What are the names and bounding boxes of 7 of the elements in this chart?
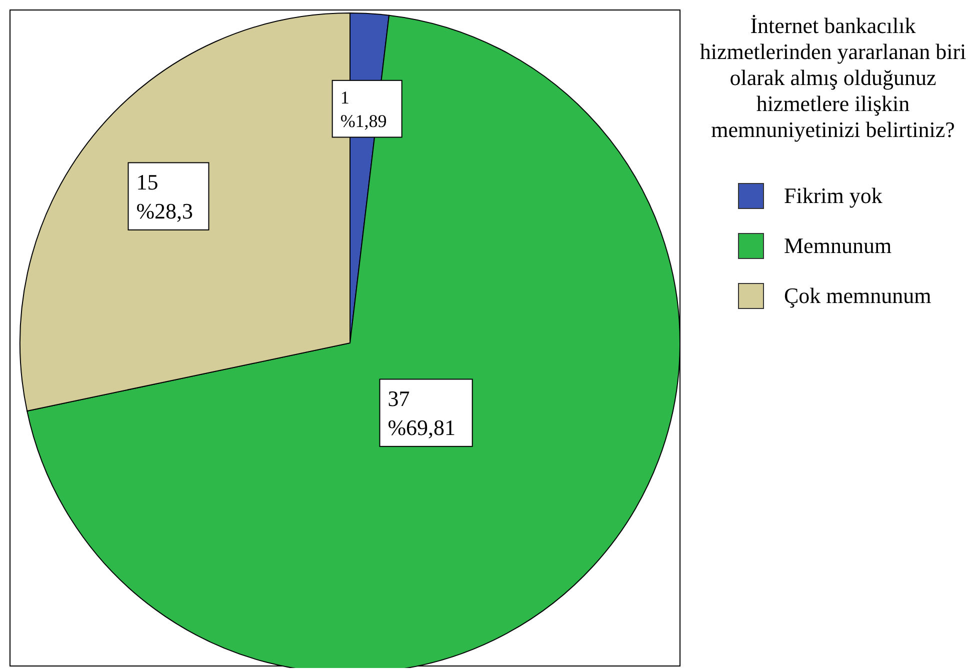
data-label: 15 %28,3 <box>136 170 194 224</box>
data-label: 37 %69,81 <box>388 386 456 440</box>
legend-label: Çok memnunum <box>784 283 932 309</box>
legend-label: Memnunum <box>784 233 892 259</box>
legend-label: Fikrim yok <box>784 183 882 209</box>
legend-title: İnternet bankacılık hizmetlerinden yararlanan biri olarak almış olduğunuz hizmetlere ilişkin memnuniyetinizi belirtiniz? <box>698 13 968 143</box>
data-label: 1 %1,89 <box>340 87 387 131</box>
